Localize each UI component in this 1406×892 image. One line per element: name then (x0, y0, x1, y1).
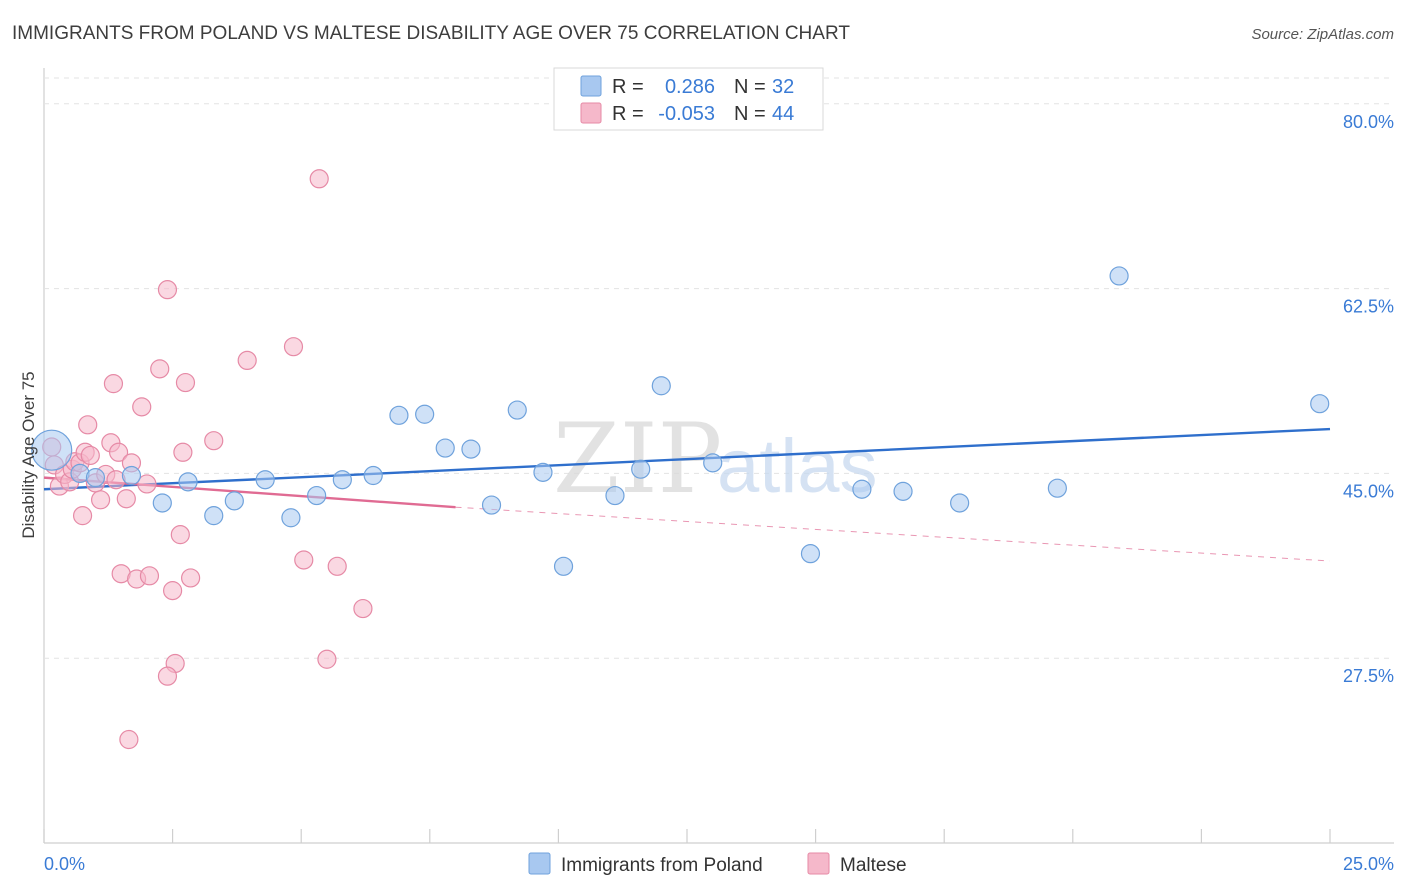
watermark-atlas: atlas (717, 424, 878, 509)
y-tick-label: 45.0% (1343, 481, 1394, 501)
legend-n-value-poland: 32 (772, 76, 794, 98)
data-point-poland (950, 493, 970, 513)
data-point-poland (1310, 394, 1330, 414)
data-point-poland (553, 556, 574, 576)
data-point-maltese (132, 397, 152, 417)
data-point-maltese (181, 568, 201, 588)
data-point-poland (1047, 478, 1067, 498)
legend-r-value-maltese: -0.053 (658, 103, 715, 125)
data-point-maltese (317, 649, 337, 669)
y-axis-label: Disability Age Over 75 (19, 371, 38, 538)
legend-n-value-maltese: 44 (772, 103, 794, 125)
data-point-maltese (78, 415, 98, 435)
data-point-maltese (150, 359, 170, 379)
data-point-poland (224, 491, 244, 511)
data-point-maltese (237, 350, 257, 371)
data-point-maltese (72, 506, 93, 526)
series-legend-swatch-maltese (807, 852, 830, 875)
data-point-maltese (90, 490, 111, 510)
data-point-poland (332, 470, 352, 490)
stats-legend: R = 0.286 N = 32 R = -0.053 N = 44 (553, 67, 824, 131)
data-point-maltese (204, 431, 224, 451)
data-point-poland (852, 479, 872, 499)
data-point-poland (703, 453, 723, 473)
data-point-poland (893, 481, 913, 501)
data-point-maltese (80, 445, 100, 466)
data-point-poland (31, 429, 73, 471)
data-point-maltese (353, 598, 373, 619)
data-point-poland (533, 462, 553, 482)
data-point-maltese (119, 729, 139, 750)
series-legend-label-maltese: Maltese (840, 855, 907, 876)
data-point-maltese (309, 169, 329, 189)
x-axis-ticks (43, 829, 1331, 843)
series-legend-swatch-poland (528, 852, 551, 875)
data-point-poland (435, 438, 455, 458)
data-point-poland (255, 470, 275, 490)
data-point-poland (152, 493, 172, 513)
data-point-poland (389, 405, 409, 425)
y-axis-tick-labels: 27.5% 45.0% 62.5% 80.0% (1343, 112, 1394, 686)
chart-title: IMMIGRANTS FROM POLAND VS MALTESE DISABI… (12, 23, 850, 44)
data-point-maltese (163, 581, 183, 601)
data-point-maltese (283, 337, 304, 357)
data-point-maltese (175, 372, 196, 393)
data-point-maltese (170, 525, 190, 545)
data-point-poland (461, 439, 481, 459)
data-point-poland (800, 544, 821, 564)
data-point-poland (605, 485, 625, 506)
data-point-poland (121, 465, 142, 486)
data-points (31, 169, 1330, 750)
data-point-poland (651, 376, 671, 396)
data-point-poland (204, 506, 224, 526)
series-legend-label-poland: Immigrants from Poland (561, 855, 763, 876)
data-point-maltese (294, 550, 314, 570)
legend-n-label-poland: N = (734, 76, 766, 98)
chart-source: Source: ZipAtlas.com (1251, 26, 1394, 43)
legend-n-label-maltese: N = (734, 103, 766, 125)
data-point-maltese (103, 374, 124, 394)
data-point-poland (1109, 266, 1129, 286)
y-tick-label: 27.5% (1343, 666, 1394, 686)
data-point-poland (363, 465, 383, 486)
legend-swatch-maltese (580, 102, 602, 124)
series-legend: Immigrants from Poland Maltese (528, 852, 907, 876)
trend-line-maltese-extension (455, 506, 1331, 562)
data-point-maltese (157, 280, 178, 300)
data-point-poland (507, 400, 527, 420)
data-point-maltese (173, 442, 193, 462)
data-point-maltese (108, 442, 129, 462)
legend-r-label-poland: R = (612, 76, 644, 98)
y-tick-label: 80.0% (1343, 112, 1394, 132)
data-point-poland (481, 495, 502, 515)
data-point-maltese (139, 566, 160, 586)
x-tick-max: 25.0% (1343, 854, 1394, 874)
data-point-poland (307, 485, 327, 506)
y-tick-label: 62.5% (1343, 297, 1394, 317)
data-point-maltese (116, 489, 136, 509)
legend-r-value-poland: 0.286 (665, 76, 715, 98)
data-point-maltese (327, 556, 347, 576)
data-point-poland (85, 468, 106, 488)
data-point-poland (281, 508, 301, 528)
data-point-maltese (157, 666, 178, 686)
data-point-poland (415, 404, 435, 424)
legend-swatch-poland (580, 75, 602, 97)
data-point-poland (631, 459, 651, 479)
data-point-poland (178, 472, 198, 492)
legend-r-label-maltese: R = (612, 103, 644, 125)
x-tick-min: 0.0% (44, 854, 85, 874)
data-point-maltese (137, 474, 157, 494)
